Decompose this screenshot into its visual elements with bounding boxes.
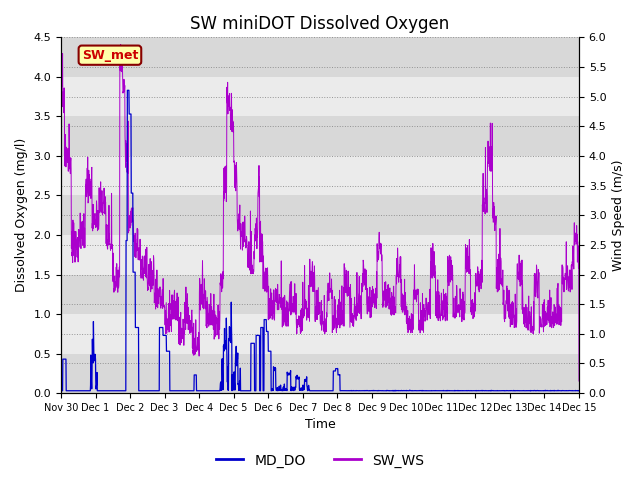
Bar [61,314,579,354]
Title: SW miniDOT Dissolved Oxygen: SW miniDOT Dissolved Oxygen [190,15,450,33]
Bar [61,116,579,156]
Text: SW_met: SW_met [82,48,138,62]
Bar [61,275,579,314]
Bar [61,77,579,116]
X-axis label: Time: Time [305,419,335,432]
Bar [61,195,579,235]
Bar [61,156,579,195]
Bar [61,235,579,275]
Y-axis label: Dissolved Oxygen (mg/l): Dissolved Oxygen (mg/l) [15,138,28,292]
Bar [61,354,579,393]
Bar [61,37,579,77]
Legend: MD_DO, SW_WS: MD_DO, SW_WS [210,448,430,473]
Y-axis label: Wind Speed (m/s): Wind Speed (m/s) [612,159,625,271]
